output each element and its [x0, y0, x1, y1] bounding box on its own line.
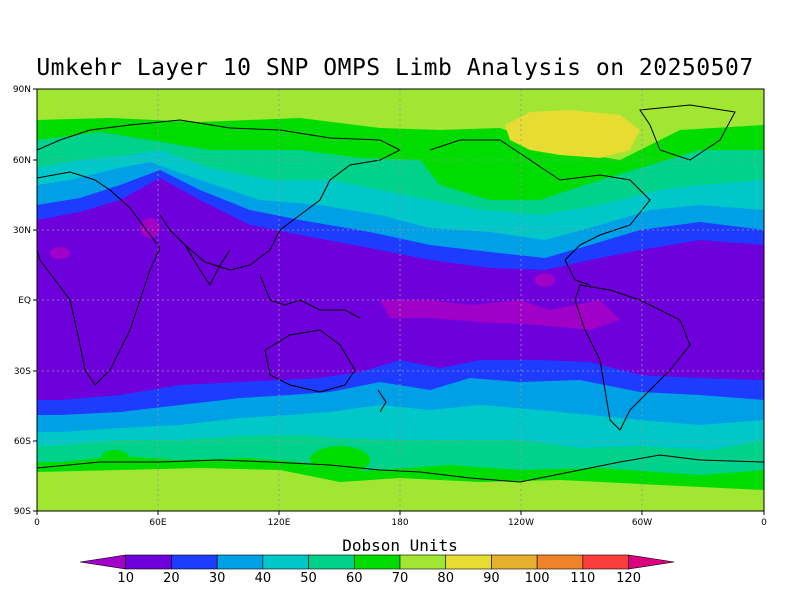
lat-label: 30N	[13, 226, 31, 236]
colorbar-swatch	[445, 554, 492, 570]
colorbar-swatch	[399, 554, 447, 570]
colorbar-arrow-low	[79, 554, 127, 570]
colorbar-swatch	[308, 554, 355, 570]
colorbar-label: 10	[117, 571, 134, 586]
patch-lt10-b	[50, 247, 70, 259]
colorbar-label: 90	[483, 571, 500, 586]
colorbar-label: 120	[616, 571, 641, 586]
colorbar-label: 50	[300, 571, 317, 586]
colorbar-label: 100	[524, 571, 550, 586]
colorbar-swatch	[353, 554, 401, 570]
lat-label: EQ	[18, 296, 31, 306]
colorbar-arrow-high	[628, 554, 675, 570]
patch-lt10-a	[380, 300, 620, 330]
lat-label: 60S	[14, 437, 31, 447]
lon-label: 60E	[149, 518, 166, 528]
lat-label: 90S	[14, 507, 31, 517]
colorbar-label: 40	[254, 571, 272, 586]
patch-lt10-c	[535, 273, 555, 287]
band-10-20	[37, 178, 764, 400]
colorbar-label: 110	[570, 571, 596, 586]
ozone-field	[37, 89, 764, 511]
lat-label: 60N	[13, 156, 31, 166]
lon-label: 180	[391, 518, 408, 528]
lon-label: 120E	[268, 518, 291, 528]
colorbar-swatch	[582, 554, 629, 570]
colorbar-swatch	[491, 554, 538, 570]
colorbar-label: 80	[437, 571, 454, 586]
lon-label: 60W	[632, 518, 652, 528]
colorbar-swatch	[262, 554, 309, 570]
lat-label: 30S	[14, 367, 31, 377]
colorbar-label: 60	[346, 571, 363, 586]
page-title: Umkehr Layer 10 SNP OMPS Limb Analysis o…	[36, 55, 754, 81]
colorbar-title: Dobson Units	[342, 536, 458, 555]
patch-80-90	[505, 110, 640, 158]
colorbar-swatch	[171, 554, 218, 570]
tick-marks	[33, 88, 765, 515]
lon-label: 0	[761, 518, 767, 528]
lon-label: 0	[34, 518, 40, 528]
lon-label: 120W	[508, 518, 534, 528]
graticule	[37, 89, 764, 511]
colorbar-swatch	[125, 554, 172, 570]
lat-label: 90N	[13, 85, 31, 95]
colorbar-label: 70	[391, 571, 409, 586]
patch-60-70-south	[101, 450, 129, 466]
patch-60-70-south2	[310, 446, 370, 474]
coastlines	[37, 104, 764, 483]
colorbar-swatch	[216, 554, 264, 570]
colorbar	[79, 554, 675, 570]
colorbar-label: 20	[163, 571, 180, 586]
colorbar-swatch	[536, 554, 584, 570]
colorbar-label: 30	[208, 571, 226, 586]
patch-lt10-d	[140, 218, 160, 238]
